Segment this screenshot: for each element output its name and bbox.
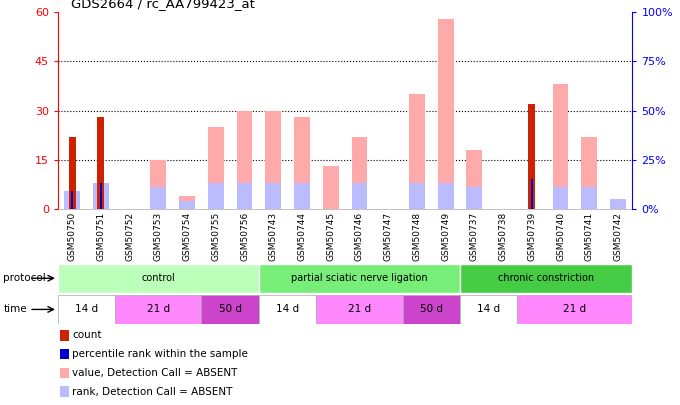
- Bar: [316, 295, 403, 324]
- Bar: [60, 368, 69, 378]
- Bar: [58, 264, 259, 293]
- Bar: [528, 104, 535, 209]
- Bar: [265, 111, 281, 209]
- Text: 14 d: 14 d: [276, 305, 299, 314]
- Bar: [259, 264, 460, 293]
- Text: 14 d: 14 d: [75, 305, 98, 314]
- Bar: [58, 295, 116, 324]
- Bar: [60, 386, 69, 397]
- Bar: [201, 295, 259, 324]
- Bar: [352, 137, 367, 209]
- Text: chronic constriction: chronic constriction: [498, 273, 594, 283]
- Bar: [97, 117, 105, 209]
- Text: count: count: [72, 330, 101, 340]
- Text: percentile rank within the sample: percentile rank within the sample: [72, 349, 248, 359]
- Bar: [517, 295, 632, 324]
- Text: 50 d: 50 d: [420, 305, 443, 314]
- Bar: [69, 137, 75, 209]
- Bar: [116, 295, 201, 324]
- Bar: [208, 183, 224, 209]
- Bar: [553, 188, 568, 209]
- Bar: [71, 191, 73, 209]
- Bar: [65, 191, 80, 209]
- Text: 21 d: 21 d: [147, 305, 170, 314]
- Bar: [466, 150, 482, 209]
- Text: 14 d: 14 d: [477, 305, 500, 314]
- Bar: [352, 183, 367, 209]
- Bar: [237, 111, 252, 209]
- Bar: [180, 201, 195, 209]
- Text: time: time: [3, 305, 27, 314]
- Text: control: control: [141, 273, 175, 283]
- Bar: [553, 84, 568, 209]
- Text: protocol: protocol: [3, 273, 46, 283]
- Bar: [409, 94, 425, 209]
- Bar: [265, 183, 281, 209]
- Text: rank, Detection Call = ABSENT: rank, Detection Call = ABSENT: [72, 387, 233, 396]
- Bar: [100, 183, 102, 209]
- Bar: [438, 183, 454, 209]
- Bar: [60, 349, 69, 359]
- Bar: [531, 179, 533, 209]
- Bar: [294, 117, 310, 209]
- Bar: [610, 199, 626, 209]
- Text: partial sciatic nerve ligation: partial sciatic nerve ligation: [291, 273, 428, 283]
- Bar: [150, 160, 166, 209]
- Bar: [581, 137, 597, 209]
- Bar: [581, 188, 597, 209]
- Bar: [237, 183, 252, 209]
- Bar: [460, 264, 632, 293]
- Bar: [403, 295, 460, 324]
- Bar: [93, 183, 109, 209]
- Bar: [409, 183, 425, 209]
- Bar: [438, 19, 454, 209]
- Text: 21 d: 21 d: [348, 305, 371, 314]
- Text: value, Detection Call = ABSENT: value, Detection Call = ABSENT: [72, 368, 237, 378]
- Bar: [180, 196, 195, 209]
- Text: 50 d: 50 d: [219, 305, 241, 314]
- Bar: [466, 188, 482, 209]
- Bar: [259, 295, 316, 324]
- Text: GDS2664 / rc_AA799423_at: GDS2664 / rc_AA799423_at: [71, 0, 255, 10]
- Bar: [150, 188, 166, 209]
- Bar: [323, 166, 339, 209]
- Bar: [294, 183, 310, 209]
- Bar: [460, 295, 517, 324]
- Bar: [208, 127, 224, 209]
- Bar: [60, 330, 69, 341]
- Text: 21 d: 21 d: [563, 305, 587, 314]
